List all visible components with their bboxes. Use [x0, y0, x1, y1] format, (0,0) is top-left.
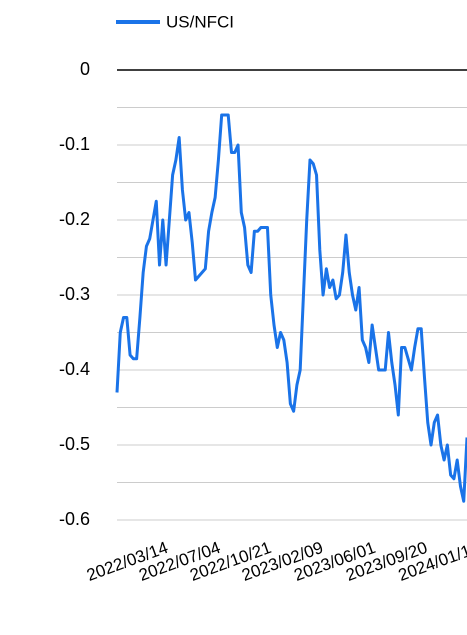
data-line	[115, 113, 467, 503]
legend-label: US/NFCI	[166, 12, 234, 31]
y-tick-label: -0.4	[59, 359, 90, 379]
y-tick-label: -0.3	[59, 284, 90, 304]
y-tick-label: -0.6	[59, 509, 90, 529]
y-tick-label: 0	[80, 59, 90, 79]
y-tick-label: -0.1	[59, 134, 90, 154]
y-tick-label: -0.5	[59, 434, 90, 454]
y-tick-label: -0.2	[59, 209, 90, 229]
